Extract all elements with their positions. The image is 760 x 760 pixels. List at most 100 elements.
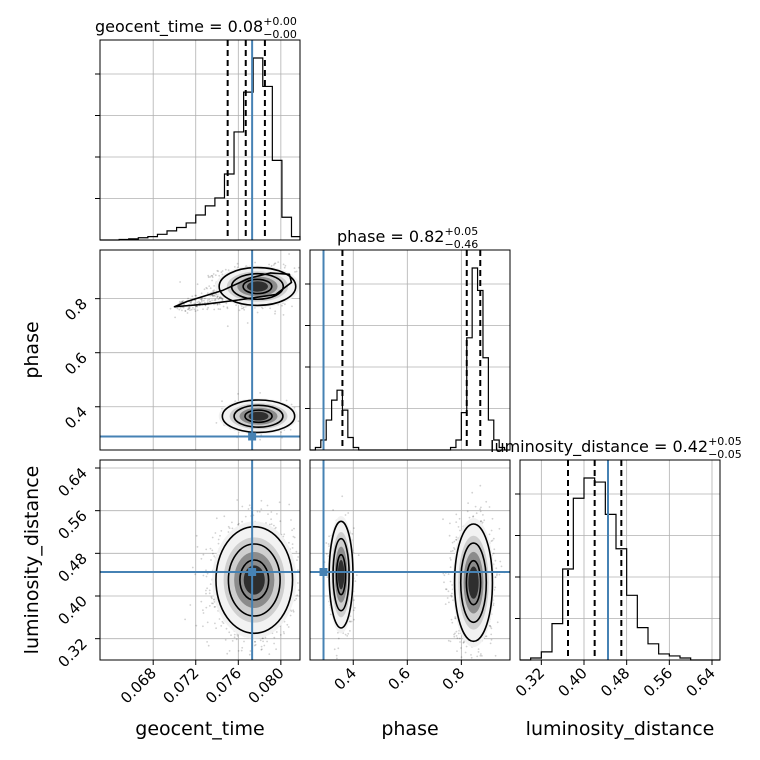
scatter-point [270, 523, 273, 525]
scatter-point [202, 612, 205, 614]
scatter-point [472, 515, 474, 518]
scatter-point [178, 308, 181, 311]
scatter-point [450, 618, 453, 621]
scatter-point [207, 276, 210, 279]
scatter-point [206, 641, 209, 643]
scatter-point [477, 648, 480, 650]
scatter-point [297, 420, 300, 423]
scatter-point [455, 538, 458, 541]
scatter-point [254, 640, 256, 643]
scatter-point [218, 296, 221, 299]
scatter-point [289, 614, 292, 617]
scatter-point [207, 306, 210, 309]
scatter-point [217, 298, 220, 301]
scatter-point [493, 548, 496, 551]
scatter-point [213, 299, 216, 302]
scatter-point [261, 637, 264, 640]
scatter-point [188, 307, 191, 310]
scatter-point [449, 559, 452, 561]
scatter-point [273, 636, 276, 639]
scatter-point [498, 527, 501, 530]
scatter-point [480, 520, 482, 522]
scatter-point [262, 640, 264, 643]
scatter-point [453, 540, 456, 543]
scatter-point [480, 506, 482, 509]
scatter-point [291, 529, 293, 532]
scatter-point [451, 550, 454, 552]
scatter-point [459, 641, 461, 643]
scatter-point [491, 539, 494, 542]
scatter-point [206, 587, 209, 590]
scatter-point [189, 301, 192, 303]
scatter-point [200, 292, 203, 295]
scatter-point [218, 303, 221, 306]
scatter-point [186, 312, 189, 314]
scatter-point [489, 642, 492, 645]
scatter-point [205, 569, 207, 572]
scatter-point [226, 652, 229, 655]
scatter-point [490, 529, 493, 532]
scatter-point [460, 647, 462, 649]
scatter-point [220, 625, 223, 627]
scatter-point [216, 269, 219, 272]
scatter-point [454, 616, 457, 618]
scatter-point [189, 604, 192, 606]
scatter-point [443, 574, 446, 577]
scatter-point [259, 392, 261, 394]
scatter-point [289, 428, 292, 431]
scatter-point [447, 590, 450, 593]
scatter-point [211, 299, 214, 302]
scatter-point [228, 650, 231, 652]
scatter-point [199, 301, 202, 304]
scatter-point [457, 632, 460, 635]
scatter-point [212, 273, 215, 275]
scatter-point [218, 297, 221, 299]
scatter-point [496, 573, 498, 575]
scatter-point [481, 655, 483, 657]
scatter-point [236, 634, 239, 637]
scatter-point [293, 599, 296, 602]
scatter-point [198, 302, 201, 305]
scatter-point [297, 556, 299, 558]
scatter-point [221, 620, 224, 623]
scatter-point [228, 631, 231, 634]
scatter-point [217, 270, 220, 273]
scatter-point [241, 520, 244, 523]
scatter-point [293, 267, 296, 269]
scatter-point [212, 552, 214, 555]
scatter-point [491, 517, 494, 520]
scatter-point [489, 625, 492, 628]
scatter-point [488, 506, 491, 508]
scatter-point [209, 294, 212, 297]
scatter-point [463, 641, 465, 644]
scatter-point [295, 270, 298, 273]
scatter-point [219, 308, 222, 311]
scatter-point [246, 322, 249, 324]
scatter-point [494, 576, 497, 579]
scatter-point [203, 288, 206, 291]
scatter-point [260, 648, 263, 651]
scatter-point [458, 637, 461, 640]
scatter-point [273, 642, 275, 645]
scatter-point [209, 300, 212, 303]
scatter-point [187, 297, 190, 300]
scatter-point [227, 525, 230, 528]
scatter-point [184, 310, 187, 312]
scatter-point [261, 648, 263, 651]
scatter-point [211, 602, 213, 605]
scatter-point [449, 557, 452, 559]
scatter-point [284, 303, 286, 306]
scatter-point [226, 307, 229, 310]
scatter-point [227, 531, 230, 533]
scatter-point [449, 522, 451, 525]
scatter-point [196, 283, 199, 286]
scatter-point [445, 588, 448, 591]
scatter-point [248, 653, 251, 656]
scatter-point [449, 566, 452, 569]
scatter-point [297, 589, 300, 591]
scatter-point [207, 644, 210, 647]
scatter-point [225, 302, 228, 305]
scatter-point [237, 523, 239, 526]
scatter-point [200, 300, 203, 303]
scatter-point [471, 491, 474, 494]
